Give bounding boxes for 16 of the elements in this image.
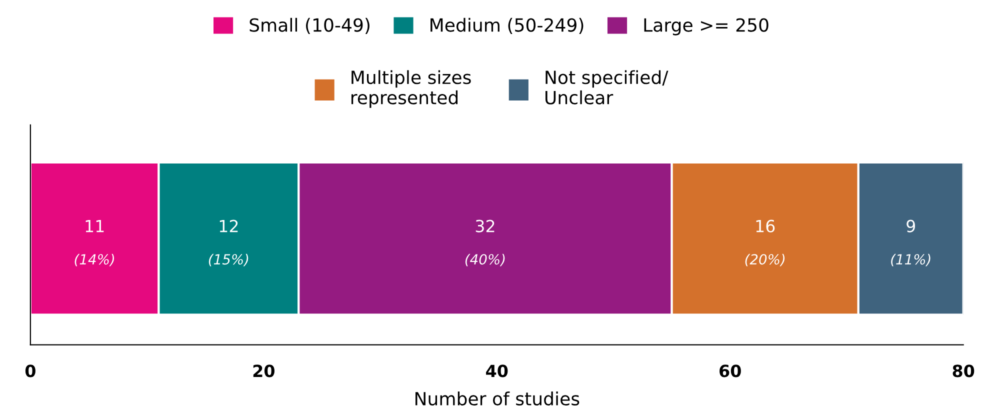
x-tick-label: 60	[720, 364, 741, 378]
legend-label: Small (10-49)	[250, 18, 370, 34]
legend-label: Large >= 250	[644, 18, 768, 36]
text: 32 (40%)	[465, 220, 505, 266]
x-tick-label: 20	[253, 364, 274, 378]
text: 11 (14%)	[74, 220, 114, 266]
text: 16 (20%)	[745, 220, 785, 266]
x-tick-label: 40	[486, 364, 508, 378]
legend-label: Not specified/ Unclear	[546, 70, 668, 104]
x-axis-title: Number of studies	[415, 392, 580, 406]
legend-label: Multiple sizes represented	[351, 70, 471, 108]
x-tick-label: 0	[25, 364, 36, 378]
text: 12 (15%)	[208, 220, 248, 266]
text: 9 (11%)	[891, 220, 930, 266]
legend-label: Medium (50-249)	[430, 18, 584, 34]
x-tick-label: 80	[952, 364, 974, 378]
